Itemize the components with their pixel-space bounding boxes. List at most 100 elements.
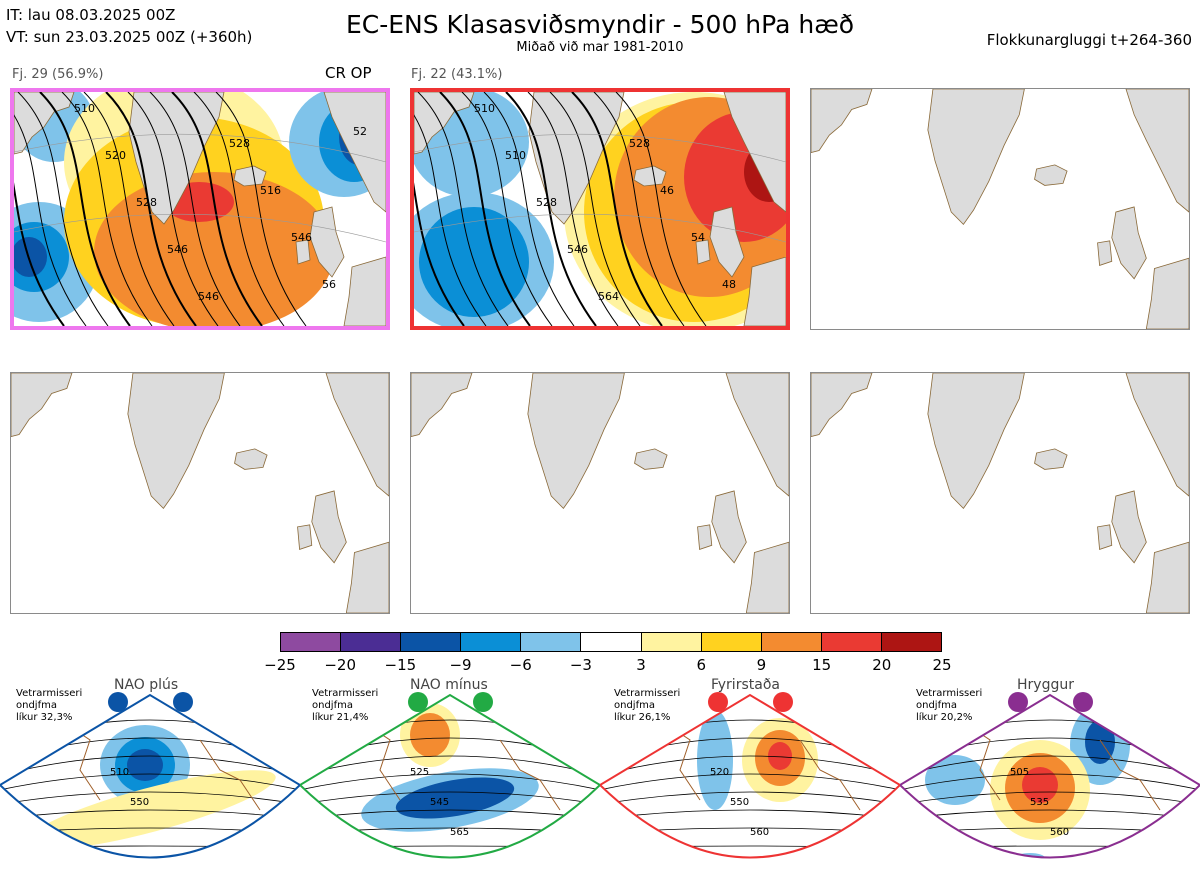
regime-dot-right <box>773 692 793 712</box>
height-contour <box>600 862 900 864</box>
height-contour <box>571 92 663 326</box>
contour-label: 550 <box>730 797 749 808</box>
britain-landmass <box>1111 206 1147 280</box>
regime-dot-right <box>1073 692 1093 712</box>
scandinavia-landmass <box>723 92 786 213</box>
regime-nao-minus[interactable]: 525 545 565 <box>300 680 600 870</box>
europe-landmass <box>345 541 389 613</box>
regime-frame <box>600 693 900 859</box>
height-contour <box>439 92 531 326</box>
page-subtitle: Miðað við mar 1981-2010 <box>516 40 684 55</box>
height-contour <box>300 755 600 779</box>
cluster-2-label: Fj. 22 (43.1%) <box>411 67 503 82</box>
contour-label: 56 <box>322 278 336 291</box>
ireland-landmass <box>1097 524 1113 550</box>
canada-landmass <box>411 373 473 438</box>
iceland-landmass <box>233 165 267 187</box>
greenland-landmass <box>128 92 225 225</box>
ireland-landmass <box>1097 240 1113 266</box>
europe-landmass <box>745 541 789 613</box>
colorbar-tick-label: 3 <box>636 656 646 674</box>
cluster-1-tag: CR OP <box>325 64 372 82</box>
colorbar-swatch <box>701 633 762 651</box>
britain-landmass <box>311 490 347 564</box>
greenland-landmass <box>927 373 1025 510</box>
colorbar-tick-label: 9 <box>756 656 767 674</box>
contour-label: 528 <box>536 196 557 209</box>
contour-label: 528 <box>136 196 157 209</box>
height-contour <box>600 791 900 807</box>
canada-landmass <box>14 92 75 155</box>
height-contour <box>61 92 153 326</box>
cluster-map-5[interactable] <box>410 372 790 614</box>
colorbar-tick-label: 25 <box>932 656 952 674</box>
regime-2-name: NAO mínus <box>410 677 488 693</box>
colorbar-swatch <box>401 633 462 651</box>
iceland-landmass <box>234 448 268 470</box>
contour-label: 560 <box>750 827 769 838</box>
height-contour <box>0 755 300 779</box>
iceland-landmass <box>633 165 667 187</box>
graticule <box>14 133 386 243</box>
regime-dot-left <box>408 692 428 712</box>
height-contour <box>300 773 600 793</box>
scandinavia-landmass <box>725 373 789 497</box>
cluster-map-3[interactable] <box>810 88 1190 330</box>
britain-landmass <box>1111 490 1147 564</box>
height-contour <box>414 114 487 326</box>
header-times: IT: lau 08.03.2025 00Z VT: sun 23.03.202… <box>6 4 252 48</box>
anomaly-blob <box>14 237 47 277</box>
cluster-map-1[interactable]: 510 520 528 546 546 528 516 546 56 52 <box>10 88 390 330</box>
scandinavia-landmass <box>325 373 389 497</box>
contour-label: 550 <box>130 797 149 808</box>
anomaly-blob <box>410 713 450 757</box>
contour-label: 510 <box>110 767 129 778</box>
height-contour <box>14 182 65 326</box>
regime-frame <box>900 693 1200 859</box>
regime-fan-map: 525 545 565 <box>300 692 600 859</box>
cluster-map-2[interactable]: 510 510 528 546 564 528 46 54 48 <box>410 88 790 330</box>
cluster-map-6[interactable] <box>810 372 1190 614</box>
anomaly-colorbar <box>280 632 942 652</box>
anomaly-blob <box>697 710 733 810</box>
cluster-1-label: Fj. 29 (56.9%) <box>12 67 104 82</box>
contour-label: 54 <box>691 231 705 244</box>
regime-4-name: Hryggur <box>1017 677 1074 693</box>
greenland-landmass <box>927 89 1025 226</box>
contour-label: 525 <box>410 767 429 778</box>
contour-label: 48 <box>722 278 736 291</box>
height-contour <box>14 114 87 326</box>
height-contour <box>600 755 900 779</box>
colorbar-swatch <box>641 633 702 651</box>
height-contour <box>0 791 300 807</box>
clustering-window: Flokkunargluggi t+264-360 <box>986 31 1192 49</box>
scandinavia-landmass <box>1125 89 1189 213</box>
regime-dot-left <box>108 692 128 712</box>
europe-landmass <box>1145 257 1189 329</box>
contour-label: 565 <box>450 827 469 838</box>
contour-label: 520 <box>105 149 126 162</box>
height-contour <box>593 92 685 326</box>
colorbar-tick-label: −6 <box>509 656 532 674</box>
contour-label: 546 <box>567 243 588 256</box>
contour-label: 510 <box>74 102 95 115</box>
contour-label: 528 <box>229 137 250 150</box>
regime-3-probability: Vetrarmisseri ondjfma líkur 26,1% <box>614 688 681 723</box>
page-title: EC-ENS Klasasviðsmyndir - 500 hPa hæð <box>345 10 855 39</box>
height-contour <box>414 182 465 326</box>
britain-landmass <box>711 490 747 564</box>
map-canvas: 510 520 528 546 546 528 516 546 56 52 <box>14 92 386 326</box>
contour-label: 564 <box>598 290 619 303</box>
anomaly-blob <box>768 742 792 770</box>
regime-nao-plus[interactable]: 510 550 <box>0 680 300 870</box>
cluster-map-4[interactable] <box>10 372 390 614</box>
scandinavia-landmass <box>1125 373 1189 497</box>
regime-blocking[interactable]: 520 550 560 <box>600 680 900 870</box>
height-contour <box>417 92 509 326</box>
canada-landmass <box>811 89 873 154</box>
iceland-landmass <box>1034 164 1068 186</box>
regime-1-name: NAO plús <box>114 677 179 693</box>
ireland-landmass <box>697 524 713 550</box>
regime-ridge[interactable]: 505 535 560 <box>900 680 1200 870</box>
map-canvas <box>811 89 1189 329</box>
